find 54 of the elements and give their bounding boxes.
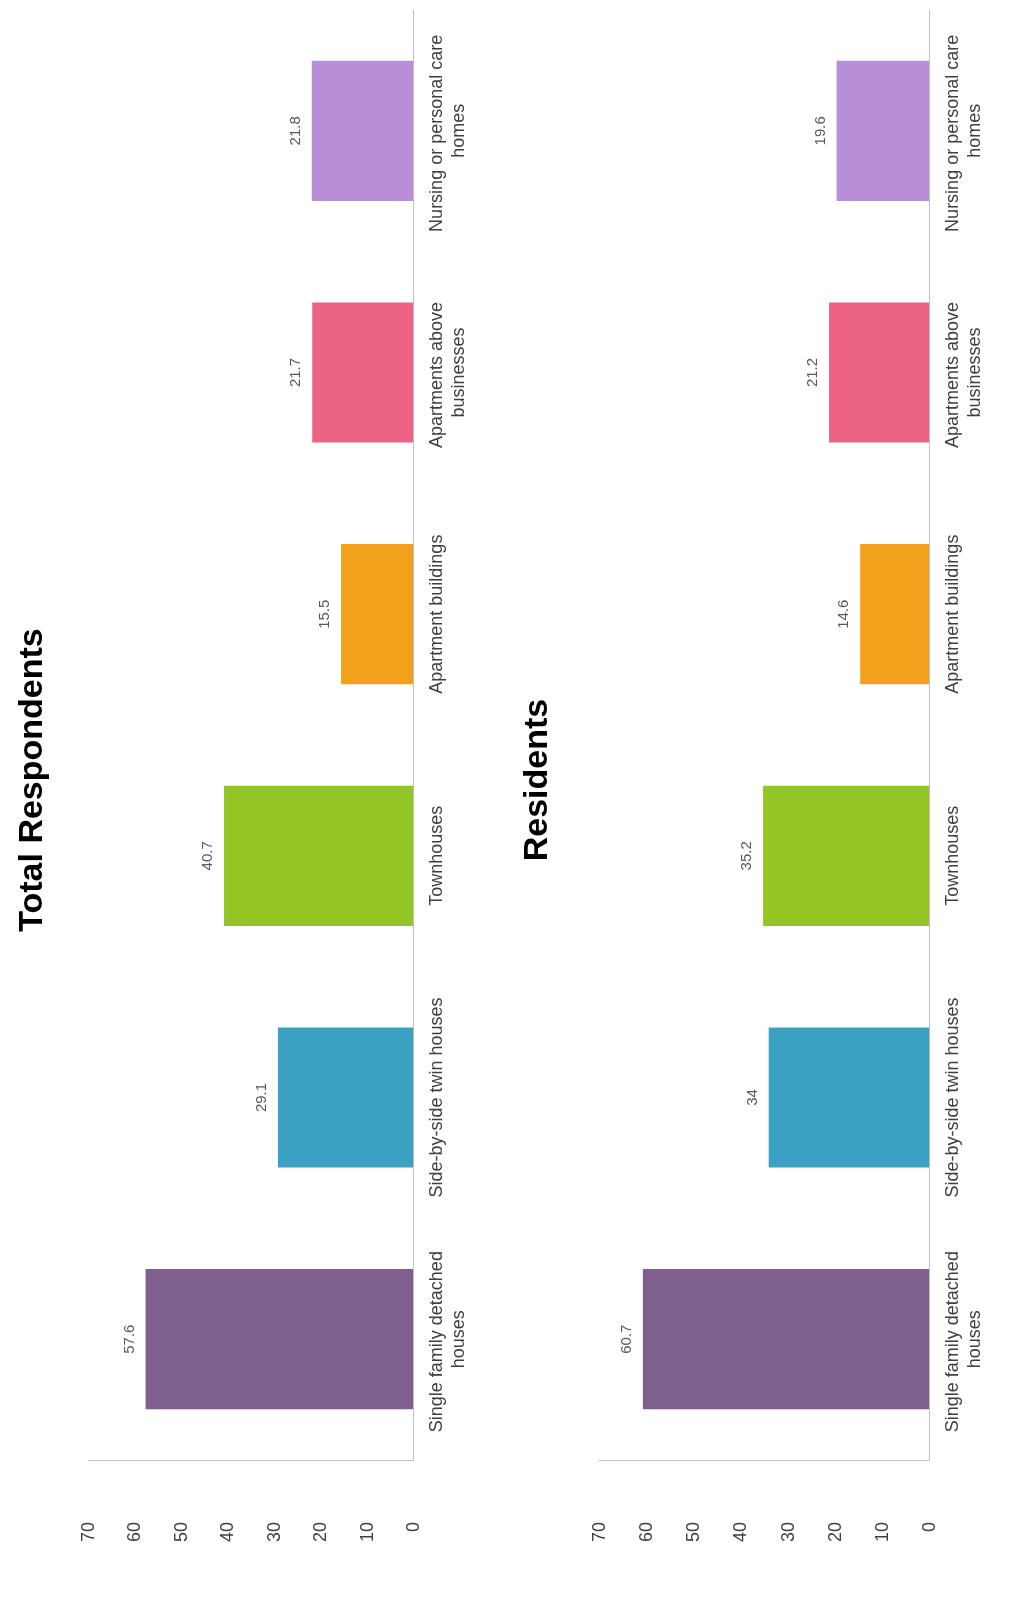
y-tick-label: Apartments above businesses [942,296,984,449]
bar [145,1269,413,1410]
bar [836,60,929,201]
data-label: 14.6 [834,599,852,629]
y-tick-label: Side-by-side twin houses [426,997,446,1198]
data-label: 21.7 [286,357,304,388]
data-label: 21.2 [803,357,821,388]
x-tick-label: 50 [170,1522,191,1543]
data-label: 15.5 [315,599,333,629]
bar [829,302,929,443]
y-tick-label: Apartment buildings [942,534,962,694]
x-tick-label: 10 [356,1522,377,1543]
data-label: 29.1 [251,1082,269,1113]
y-tick-label: Single family detached houses [942,1246,984,1433]
y-tick-label: Nursing or personal care homes [942,29,984,232]
x-tick-label: 20 [310,1522,331,1543]
data-label: 57.6 [119,1324,137,1354]
bar [860,544,929,685]
y-tick-label: Apartment buildings [426,534,446,694]
bar [312,302,413,443]
data-label: 34 [742,1089,760,1106]
text: Residents [516,698,554,862]
y-tick-label: Townhouses [942,805,962,906]
x-tick-label: 60 [636,1522,657,1543]
x-tick-label: 50 [683,1522,704,1543]
x-tick-label: 70 [589,1522,609,1543]
y-tick-label: Side-by-side twin houses [942,997,962,1198]
x-tick-label: 30 [777,1522,798,1543]
x-tick-label: 30 [263,1522,284,1543]
x-tick-label: 10 [871,1522,892,1543]
y-tick-label: Townhouses [426,805,446,906]
bar [224,785,413,926]
x-tick-label: 40 [217,1522,238,1543]
x-tick-label: 0 [403,1522,423,1533]
text: Total Respondents [11,628,49,932]
x-tick-label: 70 [78,1522,98,1543]
bar [763,785,929,926]
bar [341,544,413,685]
x-tick-label: 60 [124,1522,145,1543]
bar [768,1027,929,1168]
x-tick-label: 20 [824,1522,845,1543]
bar [642,1269,929,1410]
data-label: 19.6 [810,116,828,146]
y-tick-label: Apartments above businesses [426,296,468,449]
x-tick-label: 0 [919,1522,939,1533]
y-tick-label: Single family detached houses [426,1246,468,1433]
data-label: 60.7 [616,1324,634,1354]
data-label: 40.7 [198,841,216,871]
data-label: 21.8 [285,116,303,146]
x-tick-label: 40 [730,1522,751,1543]
bar [277,1027,413,1168]
data-label: 35.2 [737,841,755,871]
y-tick-label: Nursing or personal care homes [426,29,468,232]
bar [311,60,413,201]
